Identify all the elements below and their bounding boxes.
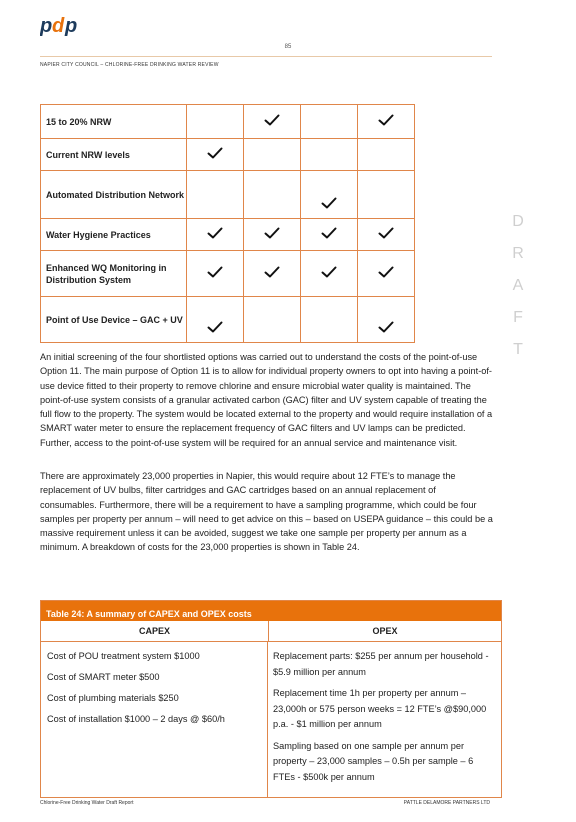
checkmark-icon bbox=[378, 321, 394, 333]
watermark-letter: F bbox=[513, 309, 523, 326]
matrix-cell bbox=[243, 138, 301, 171]
checkmark-icon bbox=[264, 266, 280, 277]
svg-text:d: d bbox=[52, 15, 65, 37]
options-matrix-table: 15 to 20% NRW Current NRW levels Automated… bbox=[40, 104, 415, 343]
checkmark-icon bbox=[264, 227, 280, 238]
capex-opex-table: Table 24: A summary of CAPEX and OPEX co… bbox=[40, 600, 502, 798]
capex-item: Cost of plumbing materials $250 bbox=[47, 693, 179, 703]
watermark-letter: A bbox=[512, 277, 524, 294]
matrix-cell bbox=[300, 218, 358, 251]
checkmark-icon bbox=[321, 266, 337, 277]
checkmark-icon bbox=[321, 197, 337, 209]
header-divider bbox=[40, 56, 492, 57]
matrix-row: Enhanced WQ Monitoring in Distribution S… bbox=[40, 250, 415, 297]
matrix-cell bbox=[300, 296, 358, 343]
matrix-row-label: Current NRW levels bbox=[40, 138, 187, 171]
matrix-row-label: Automated Distribution Network bbox=[40, 170, 187, 219]
matrix-row: Water Hygiene Practices bbox=[40, 218, 415, 251]
matrix-row-label: Water Hygiene Practices bbox=[40, 218, 187, 251]
capex-item: Cost of POU treatment system $1000 bbox=[47, 651, 200, 661]
capex-item: Cost of SMART meter $500 bbox=[47, 672, 160, 682]
matrix-cell bbox=[243, 296, 301, 343]
matrix-cell bbox=[243, 250, 301, 297]
matrix-cell bbox=[186, 138, 244, 171]
opex-header: OPEX bbox=[372, 626, 398, 636]
matrix-row: Current NRW levels bbox=[40, 138, 415, 171]
paragraph-properties: There are approximately 23,000 propertie… bbox=[40, 471, 493, 553]
matrix-cell bbox=[300, 104, 358, 139]
checkmark-icon bbox=[264, 114, 280, 125]
paragraph-option11: An initial screening of the four shortli… bbox=[40, 352, 493, 448]
checkmark-icon bbox=[207, 266, 223, 277]
checkmark-icon bbox=[378, 114, 394, 125]
watermark-letter: T bbox=[513, 341, 523, 358]
matrix-cell bbox=[357, 250, 415, 297]
matrix-cell bbox=[186, 218, 244, 251]
checkmark-icon bbox=[378, 266, 394, 277]
running-header: NAPIER CITY COUNCIL – CHLORINE-FREE DRIN… bbox=[40, 62, 219, 68]
checkmark-icon bbox=[321, 227, 337, 238]
matrix-cell bbox=[243, 104, 301, 139]
footer-company: PATTLE DELAMORE PARTNERS LTD bbox=[403, 800, 490, 806]
footer-report-title: Chlorine-Free Drinking Water Draft Repor… bbox=[40, 800, 134, 806]
opex-item: Replacement time 1h per property per ann… bbox=[273, 688, 487, 729]
matrix-cell bbox=[243, 218, 301, 251]
capex-header: CAPEX bbox=[41, 621, 269, 641]
opex-column: Replacement parts: $255 per annum per ho… bbox=[268, 642, 501, 797]
matrix-cell bbox=[300, 138, 358, 171]
pdp-logo: p d p bbox=[40, 15, 77, 37]
watermark-letter: R bbox=[512, 245, 524, 262]
matrix-cell bbox=[357, 218, 415, 251]
watermark-letter: D bbox=[512, 213, 524, 230]
matrix-cell bbox=[357, 170, 415, 219]
svg-text:p: p bbox=[40, 15, 52, 37]
matrix-row: Point of Use Device – GAC + UV bbox=[40, 296, 415, 343]
table-header-row: CAPEX OPEX bbox=[41, 621, 501, 642]
opex-item: Replacement parts: $255 per annum per ho… bbox=[273, 651, 489, 677]
matrix-cell bbox=[357, 104, 415, 139]
checkmark-icon bbox=[207, 147, 223, 158]
matrix-row-label: Point of Use Device – GAC + UV bbox=[40, 296, 187, 343]
matrix-cell bbox=[357, 296, 415, 343]
matrix-row: Automated Distribution Network bbox=[40, 170, 415, 219]
matrix-cell bbox=[186, 170, 244, 219]
matrix-cell bbox=[300, 170, 358, 219]
svg-text:p: p bbox=[64, 15, 77, 37]
matrix-cell bbox=[300, 250, 358, 297]
matrix-cell bbox=[186, 296, 244, 343]
opex-item: Sampling based on one sample per annum p… bbox=[273, 740, 474, 782]
matrix-row-label: 15 to 20% NRW bbox=[40, 104, 187, 139]
matrix-cell bbox=[186, 104, 244, 139]
page-number: 85 bbox=[284, 44, 292, 50]
checkmark-icon bbox=[207, 321, 223, 333]
capex-column: Cost of POU treatment system $1000 Cost o… bbox=[41, 642, 268, 797]
capex-item: Cost of installation $1000 – 2 days @ $6… bbox=[47, 714, 225, 724]
table-body-row: Cost of POU treatment system $1000 Cost o… bbox=[41, 642, 501, 797]
matrix-cell bbox=[243, 170, 301, 219]
matrix-row: 15 to 20% NRW bbox=[40, 104, 415, 139]
matrix-cell bbox=[186, 250, 244, 297]
matrix-row-label: Enhanced WQ Monitoring in Distribution S… bbox=[40, 250, 187, 297]
checkmark-icon bbox=[378, 227, 394, 238]
matrix-cell bbox=[357, 138, 415, 171]
table-caption: Table 24: A summary of CAPEX and OPEX co… bbox=[41, 601, 501, 621]
checkmark-icon bbox=[207, 227, 223, 238]
